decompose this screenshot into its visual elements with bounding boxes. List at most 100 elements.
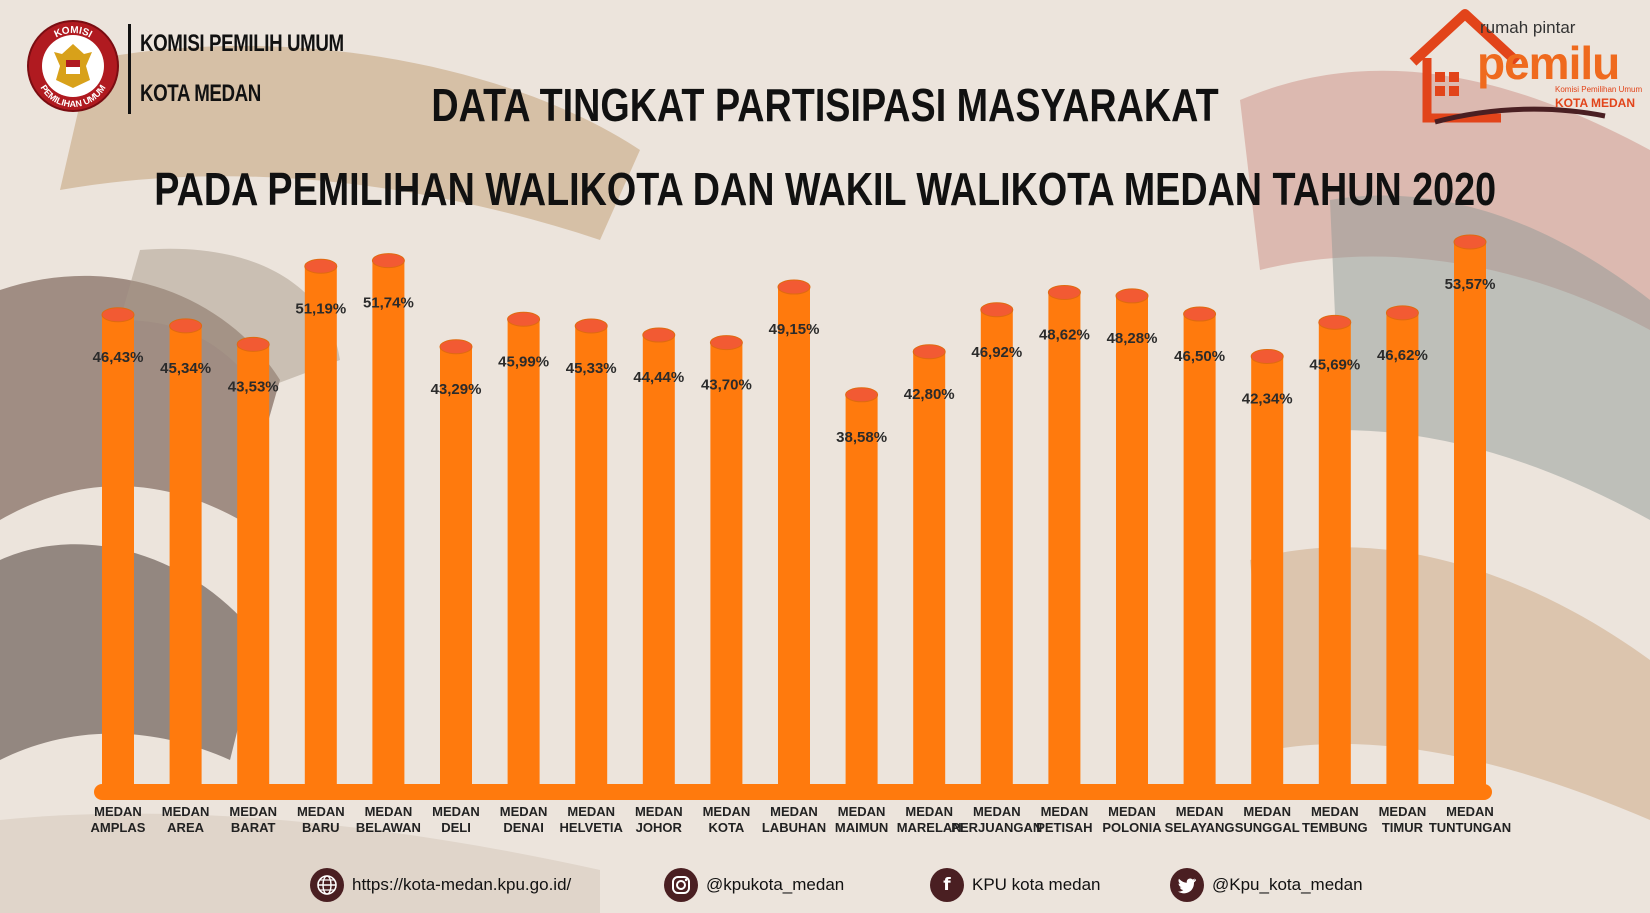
- bar-group: [574, 318, 608, 788]
- category-label: MEDAN: [297, 804, 345, 819]
- instagram-icon: [664, 868, 698, 902]
- category-label: AREA: [167, 820, 204, 835]
- brand-sub2-text: KOTA MEDAN: [1555, 96, 1635, 110]
- category-label: MEDAN: [162, 804, 210, 819]
- category-label: MEDAN: [1041, 804, 1089, 819]
- category-label: BARAT: [231, 820, 276, 835]
- bar-group: [1183, 306, 1217, 788]
- bar: [642, 335, 675, 788]
- bar-group: [1318, 314, 1352, 788]
- bar: [575, 325, 608, 788]
- category-label: SUNGGAL: [1235, 820, 1300, 835]
- category-label: BARU: [302, 820, 340, 835]
- bar: [845, 394, 878, 788]
- value-label: 46,92%: [971, 344, 1022, 361]
- bar: [1454, 242, 1486, 788]
- bar-top: [371, 253, 405, 269]
- bar: [507, 319, 540, 788]
- category-label: MEDAN: [1108, 804, 1156, 819]
- instagram-handle[interactable]: @kpukota_medan: [706, 875, 845, 894]
- bar-top: [101, 307, 135, 323]
- value-label: 46,50%: [1174, 348, 1225, 365]
- category-label: MEDAN: [500, 804, 548, 819]
- category-label: TEMBUNG: [1302, 820, 1368, 835]
- category-label: DELI: [441, 820, 471, 835]
- category-label: SELAYANG: [1165, 820, 1235, 835]
- footer-website[interactable]: https://kota-medan.kpu.go.id/: [310, 868, 571, 902]
- bar: [1318, 322, 1351, 788]
- brand-sub1-text: Komisi Pemilihan Umum: [1555, 85, 1643, 94]
- org-name-line2: KOTA MEDAN: [140, 80, 261, 107]
- rumah-pintar-pemilu-logo: [1409, 9, 1606, 125]
- category-label: MEDAN: [905, 804, 953, 819]
- header-divider: [128, 24, 131, 114]
- bar-top: [980, 302, 1014, 318]
- category-label: MEDAN: [838, 804, 886, 819]
- value-label: 51,19%: [295, 300, 346, 317]
- bar-top: [642, 327, 676, 343]
- bar-top: [439, 339, 473, 355]
- bar-group: [304, 258, 338, 789]
- bar: [102, 314, 134, 788]
- bar-group: [1047, 284, 1081, 788]
- value-label: 45,33%: [566, 360, 617, 377]
- bar-group: [845, 387, 879, 788]
- category-label: MEDAN: [1446, 804, 1494, 819]
- category-label: MAIMUN: [835, 820, 888, 835]
- bar-top: [1115, 288, 1149, 304]
- bar: [304, 266, 337, 789]
- value-label: 45,34%: [160, 360, 211, 377]
- chart-title-line1: DATA TINGKAT PARTISIPASI MASYARAKAT: [431, 79, 1219, 131]
- bar-group: [642, 327, 676, 788]
- bar-top: [777, 279, 811, 295]
- category-label: HELVETIA: [560, 820, 624, 835]
- footer-twitter[interactable]: @Kpu_kota_medan: [1170, 868, 1363, 902]
- bar-top: [574, 318, 608, 334]
- category-label: MEDAN: [973, 804, 1021, 819]
- category-label: LABUHAN: [762, 820, 826, 835]
- bar-top: [1318, 314, 1352, 330]
- bar: [1386, 312, 1419, 788]
- bar-group: [777, 279, 811, 788]
- bar-group: [169, 318, 203, 788]
- facebook-name[interactable]: KPU kota medan: [972, 875, 1101, 894]
- category-label: KOTA: [708, 820, 744, 835]
- bar-top: [709, 335, 743, 351]
- category-label: BELAWAN: [356, 820, 421, 835]
- bar: [372, 260, 405, 788]
- bar: [1251, 356, 1284, 788]
- footer-facebook[interactable]: f KPU kota medan: [930, 868, 1101, 902]
- bar-group: [709, 335, 743, 788]
- chart-title-line2: PADA PEMILIHAN WALIKOTA DAN WAKIL WALIKO…: [154, 163, 1496, 215]
- footer-instagram[interactable]: @kpukota_medan: [664, 868, 844, 902]
- chart-baseline: [94, 784, 1492, 800]
- bar-top: [845, 387, 879, 403]
- bar-group: [1385, 305, 1419, 788]
- value-label: 49,15%: [769, 321, 820, 338]
- bar-group: [439, 339, 473, 788]
- bar-top: [507, 311, 541, 327]
- facebook-icon: f: [930, 868, 964, 902]
- twitter-icon: [1170, 868, 1204, 902]
- brand-big-text: pemilu: [1477, 37, 1620, 89]
- category-label: MEDAN: [1176, 804, 1224, 819]
- bar-top: [1183, 306, 1217, 322]
- category-label: DENAI: [503, 820, 543, 835]
- twitter-handle[interactable]: @Kpu_kota_medan: [1212, 875, 1363, 894]
- category-label: MEDAN: [770, 804, 818, 819]
- value-label: 44,44%: [633, 369, 684, 386]
- category-label: MEDAN: [703, 804, 751, 819]
- bar: [1116, 295, 1148, 788]
- bar-group: [507, 311, 541, 788]
- bar: [710, 342, 743, 788]
- category-label: PETISAH: [1036, 820, 1092, 835]
- category-label: TIMUR: [1382, 820, 1424, 835]
- website-link[interactable]: https://kota-medan.kpu.go.id/: [352, 875, 572, 894]
- category-label: POLONIA: [1102, 820, 1162, 835]
- bar-top: [304, 258, 338, 274]
- category-label: MEDAN: [635, 804, 683, 819]
- value-label: 46,62%: [1377, 347, 1428, 364]
- bar: [1048, 292, 1081, 788]
- bar-top: [236, 336, 270, 352]
